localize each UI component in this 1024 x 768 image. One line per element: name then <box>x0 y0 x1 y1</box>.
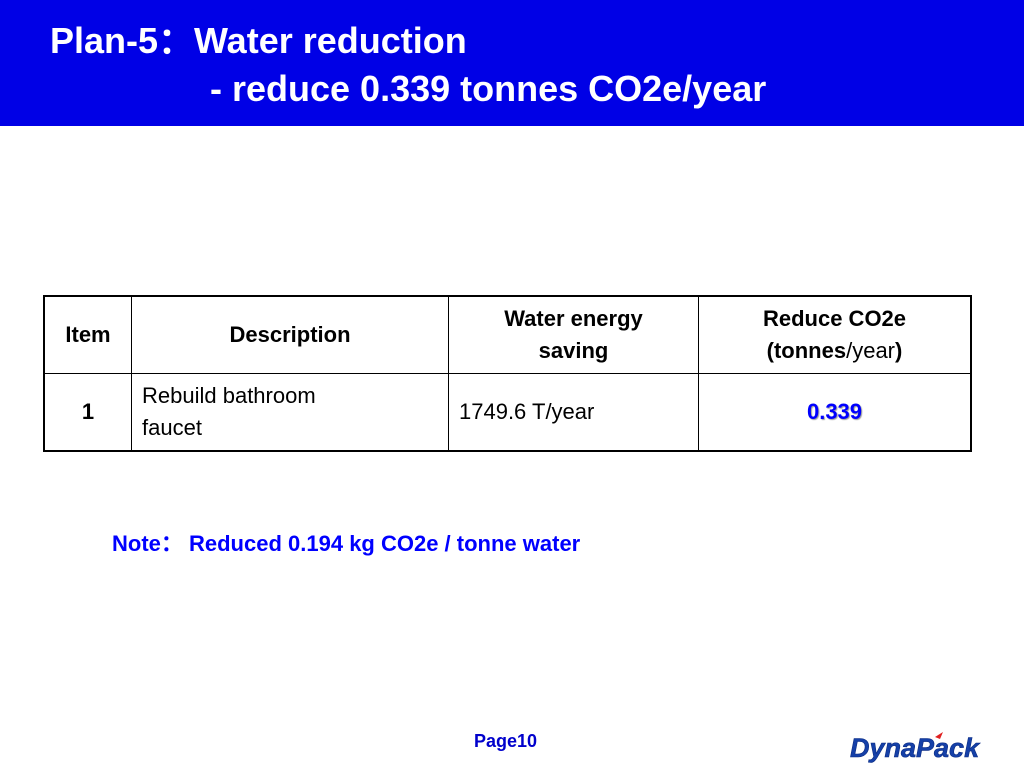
co2-reduce-value: 0.339 <box>806 399 863 424</box>
header-water-line2: saving <box>538 338 609 363</box>
header-item: Item <box>43 295 132 374</box>
cell-co2-reduce: 0.339 <box>698 373 972 452</box>
header-co2-unit-normal: /year <box>846 338 896 363</box>
header-co2-line1: Reduce CO2e <box>762 306 907 331</box>
page-title: Plan-5：Water reduction <box>50 20 467 61</box>
header-co2-unit-bold: tonnes <box>773 338 847 363</box>
cell-description-line2: faucet <box>142 415 202 440</box>
note-text: Note： Reduced 0.194 kg CO2e / tonne wate… <box>112 531 581 556</box>
title-band: Plan-5：Water reduction - reduce 0.339 to… <box>0 0 1024 126</box>
cell-water-saving: 1749.6 T/year <box>448 373 699 452</box>
header-description: Description <box>131 295 449 374</box>
header-water-energy-saving: Water energy saving <box>448 295 699 374</box>
header-co2-close: ) <box>895 338 903 363</box>
cell-item: 1 <box>43 373 132 452</box>
cell-description: Rebuild bathroom faucet <box>131 373 449 452</box>
water-reduction-table: Item Description Water energy saving Red… <box>43 295 972 452</box>
page-subtitle: - reduce 0.339 tonnes CO2e/year <box>210 68 767 109</box>
cell-description-line1: Rebuild bathroom <box>142 383 316 408</box>
page-number: Page10 <box>474 731 538 751</box>
dynapack-logo: DynaPack <box>850 732 981 763</box>
logo-text: DynaPack <box>850 733 981 763</box>
table-header-row: Item Description Water energy saving Red… <box>43 295 972 374</box>
header-water-line1: Water energy <box>504 306 643 331</box>
header-reduce-co2e: Reduce CO2e (tonnes/year) <box>698 295 972 374</box>
logo-red-accent <box>935 732 943 739</box>
table-row: 1 Rebuild bathroom faucet 1749.6 T/year … <box>43 373 972 452</box>
header-co2-open: ( <box>766 338 774 363</box>
